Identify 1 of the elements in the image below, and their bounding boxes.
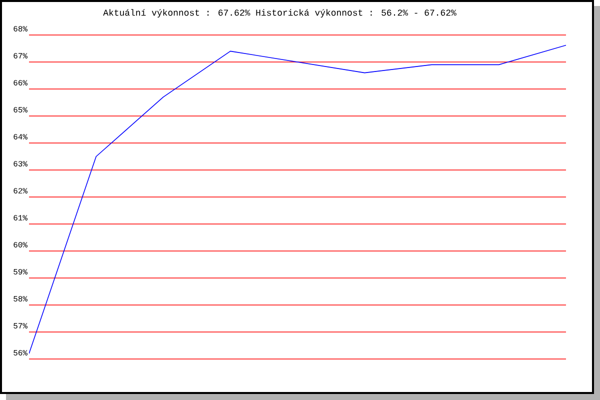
chart-title: Aktuální výkonnost : 67.62% Historická výkonnost : 56.2% - 67.62% — [103, 9, 456, 18]
